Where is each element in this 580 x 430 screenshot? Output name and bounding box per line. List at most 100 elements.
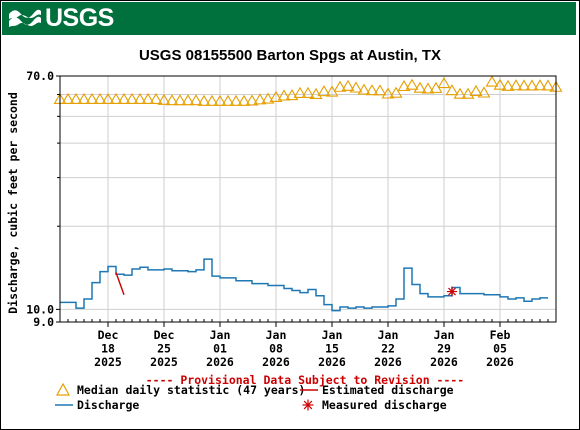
- median-triangle-point: [421, 82, 435, 94]
- x-tick-label-line: Jan: [434, 328, 455, 342]
- y-tick-label: 9.0: [33, 315, 54, 329]
- median-triangle-point: [205, 94, 219, 106]
- median-triangle-point: [77, 92, 91, 105]
- median-series: [53, 75, 563, 106]
- measured-discharge-point: [447, 286, 457, 297]
- median-triangle-point: [365, 84, 379, 96]
- median-triangle-point: [133, 92, 147, 105]
- median-triangle-point: [93, 92, 107, 105]
- x-tick-label-line: 2026: [318, 355, 346, 369]
- median-triangle-point: [445, 84, 459, 96]
- median-triangle-point: [405, 78, 419, 90]
- median-triangle-point: [277, 89, 291, 101]
- median-triangle-point: [189, 94, 203, 106]
- median-triangle-point: [501, 79, 515, 91]
- legend-label: Estimated discharge: [322, 383, 454, 397]
- legend-item: Estimated discharge: [300, 383, 454, 397]
- median-triangle-point: [437, 76, 451, 89]
- x-tick-label: Jan 01 2026: [206, 328, 234, 369]
- chart-title: USGS 08155500 Barton Spgs at Austin, TX: [139, 47, 441, 64]
- x-tick-label-line: Feb: [490, 328, 511, 342]
- x-tick-label-line: 05: [493, 342, 507, 356]
- median-triangle-point: [493, 78, 507, 90]
- median-triangle-point: [309, 87, 323, 99]
- median-triangle-point: [509, 79, 523, 91]
- median-triangle-point: [149, 92, 163, 105]
- median-triangle-point: [109, 92, 123, 105]
- median-triangle-point: [229, 94, 243, 106]
- median-triangle-point: [253, 93, 267, 105]
- median-triangle-point: [245, 94, 259, 106]
- x-tick-label-line: 2026: [486, 355, 514, 369]
- median-triangle-point: [477, 86, 491, 98]
- x-tick-label-line: 2026: [206, 355, 234, 369]
- x-tick-label: Feb 05 2026: [486, 328, 514, 369]
- median-triangle-point: [213, 94, 227, 106]
- legend-label: Median daily statistic (47 years): [77, 383, 305, 397]
- legend-item: Discharge: [55, 398, 139, 412]
- median-triangle-point: [485, 75, 499, 87]
- x-tick-label-line: 2026: [374, 355, 402, 369]
- usgs-logo-text: USGS: [45, 4, 114, 32]
- discharge-series: [60, 258, 548, 312]
- legend-item: Median daily statistic (47 years): [55, 382, 305, 397]
- median-triangle-point: [69, 92, 83, 105]
- y-tick-label: 70.0: [26, 69, 54, 83]
- usgs-logo[interactable]: USGS: [8, 2, 114, 35]
- median-triangle-point: [157, 93, 171, 105]
- median-triangle-point: [141, 92, 155, 105]
- x-tick-label-line: 15: [325, 342, 339, 356]
- median-triangle-point: [517, 79, 531, 91]
- median-triangle-point: [333, 80, 347, 92]
- x-tick-label-line: 25: [157, 342, 171, 356]
- median-triangle-point: [341, 79, 355, 91]
- median-triangle-point: [389, 86, 403, 98]
- x-tick-label: Jan 22 2026: [374, 328, 402, 369]
- median-triangle-point: [317, 85, 331, 97]
- x-tick-label: Dec 18 2025: [94, 328, 122, 369]
- x-tick-label: Jan 08 2026: [262, 328, 290, 369]
- median-triangle-point: [541, 79, 555, 91]
- median-triangle-point: [101, 92, 115, 105]
- median-triangle-point: [285, 88, 299, 101]
- median-triangle-point: [469, 84, 483, 96]
- x-tick-label-line: 2026: [262, 355, 290, 369]
- median-triangle-point: [301, 86, 315, 98]
- x-tick-label: Dec 25 2025: [150, 328, 178, 369]
- median-triangle-point: [397, 79, 411, 92]
- x-tick-label-line: 29: [437, 342, 451, 356]
- estimated-discharge-line: [115, 272, 125, 295]
- x-tick-label-line: Jan: [378, 328, 399, 342]
- median-triangle-point: [525, 79, 539, 91]
- x-tick-label-line: 01: [213, 342, 227, 356]
- legend-asterisk-icon: [303, 400, 313, 410]
- x-tick-label-line: Jan: [322, 328, 343, 342]
- x-tick-label-line: 2026: [430, 355, 458, 369]
- x-tick-label: Jan 29 2026: [430, 328, 458, 369]
- usgs-wave-logo-icon: [9, 9, 41, 27]
- discharge-line: [60, 258, 548, 312]
- legend: Median daily statistic (47 years) Estimat…: [55, 382, 454, 412]
- median-triangle-point: [125, 92, 139, 105]
- measured-series: [447, 286, 457, 297]
- median-triangle-point: [165, 94, 179, 106]
- estimated-series: [115, 272, 125, 295]
- x-tick-label-line: 18: [101, 342, 115, 356]
- x-tick-label-line: Jan: [210, 328, 231, 342]
- legend-label: Discharge: [77, 398, 139, 412]
- median-triangle-point: [61, 92, 75, 105]
- median-triangle-point: [237, 94, 251, 106]
- median-triangle-point: [269, 90, 283, 102]
- x-tick-label-line: 2025: [150, 355, 178, 369]
- y-axis-label: Discharge, cubic feet per second: [6, 92, 20, 314]
- x-tick-label-line: Dec: [98, 328, 119, 342]
- legend-triangle-icon: [55, 382, 71, 396]
- median-triangle-point: [533, 79, 547, 91]
- asterisk-stroke: [448, 287, 456, 296]
- x-tick-label-line: 2025: [94, 355, 122, 369]
- legend-item: Measured discharge: [302, 398, 447, 412]
- grid-lines: [59, 76, 557, 322]
